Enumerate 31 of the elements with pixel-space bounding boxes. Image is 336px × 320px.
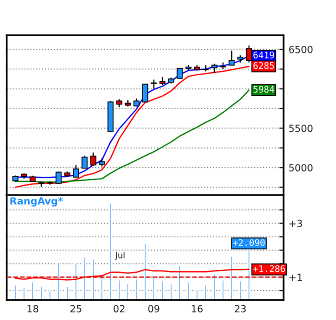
candlestick (176, 68, 183, 80)
candlestick (56, 171, 62, 185)
x-tick-label: 16 (192, 305, 203, 312)
candlestick (142, 84, 148, 102)
x-tick-label: 18 (28, 305, 38, 312)
y-tick-label: 5000 (289, 164, 313, 172)
candlestick (228, 50, 235, 66)
y-tick-label: +3 (289, 220, 302, 228)
data-label: +1.286 (253, 265, 285, 272)
data-label: 6419 (253, 52, 274, 58)
candlestick (82, 155, 88, 169)
annotation: Jul (114, 252, 124, 260)
data-label: +2.090 (233, 239, 265, 246)
x-tick-label: 23 (234, 305, 246, 312)
x-tick-label: 25 (70, 305, 82, 312)
candlestick (150, 79, 157, 90)
chart-title: RangAvg* (10, 197, 63, 207)
y-tick-label: 6500 (289, 46, 313, 54)
line-series (14, 268, 250, 280)
line-series (14, 66, 250, 188)
candlestick (202, 64, 209, 72)
data-label: 6285 (253, 62, 274, 69)
data-label: 5984 (254, 86, 274, 93)
candlestick (72, 164, 79, 179)
y-tick-label: +1 (289, 274, 302, 281)
x-tick-label: 02 (114, 305, 124, 312)
candlestick (90, 152, 96, 166)
y-tick-label: 5500 (289, 124, 313, 132)
candlestick (211, 63, 218, 74)
line-series (14, 89, 250, 183)
x-tick-label: 09 (148, 305, 160, 312)
